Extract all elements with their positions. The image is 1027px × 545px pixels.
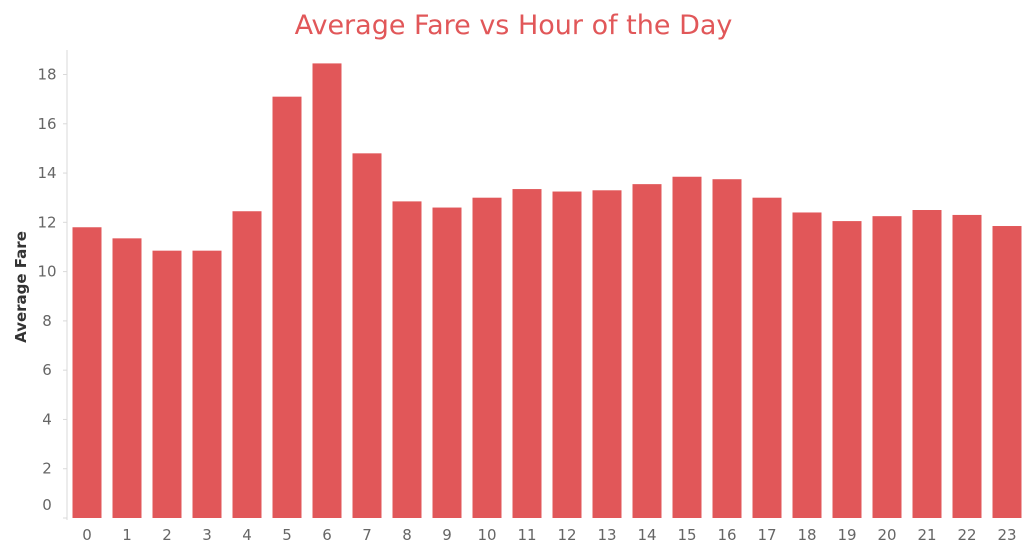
bar-hour-6 xyxy=(312,63,342,518)
bar-hour-8 xyxy=(392,201,422,518)
bar-hour-18 xyxy=(792,212,822,518)
x-tick-label: 16 xyxy=(717,526,736,544)
bars-layer xyxy=(72,63,1022,519)
x-tick-label: 6 xyxy=(322,526,332,544)
y-tick-label: 16 xyxy=(37,115,56,133)
bar-hour-23 xyxy=(992,226,1022,519)
y-tick-label: 14 xyxy=(37,164,56,182)
bar-hour-17 xyxy=(752,197,782,518)
x-tick-label: 7 xyxy=(362,526,372,544)
bar-hour-2 xyxy=(152,250,182,518)
axes-layer xyxy=(63,50,68,520)
x-tick-label: 4 xyxy=(242,526,252,544)
x-tick-label: 9 xyxy=(442,526,452,544)
x-tick-label: 3 xyxy=(202,526,212,544)
y-tick-label: 10 xyxy=(37,263,56,281)
bar-hour-14 xyxy=(632,184,662,519)
bar-hour-16 xyxy=(712,179,742,518)
bar-hour-7 xyxy=(352,153,382,518)
y-tick-label: 4 xyxy=(42,410,52,428)
x-tick-label: 18 xyxy=(797,526,816,544)
x-tick-label: 0 xyxy=(82,526,92,544)
x-tick-label: 20 xyxy=(877,526,896,544)
x-tick-label: 5 xyxy=(282,526,292,544)
bar-hour-13 xyxy=(592,190,622,519)
y-tick-label: 8 xyxy=(42,312,52,330)
y-tick-label: 0 xyxy=(42,496,52,514)
x-tick-label: 22 xyxy=(957,526,976,544)
x-tick-label: 15 xyxy=(677,526,696,544)
x-tick-label: 11 xyxy=(517,526,536,544)
y-tick-label: 12 xyxy=(37,213,56,231)
bar-hour-0 xyxy=(72,227,102,518)
x-tick-label: 14 xyxy=(637,526,656,544)
bar-hour-9 xyxy=(432,207,462,518)
x-tick-label: 23 xyxy=(997,526,1016,544)
bar-hour-1 xyxy=(112,238,142,518)
x-tick-label: 2 xyxy=(162,526,172,544)
bar-hour-11 xyxy=(512,189,542,518)
bar-hour-19 xyxy=(832,221,862,518)
x-tick-label: 12 xyxy=(557,526,576,544)
x-tick-label: 1 xyxy=(122,526,132,544)
chart-title: Average Fare vs Hour of the Day xyxy=(294,10,733,41)
bar-hour-4 xyxy=(232,211,262,519)
bar-hour-3 xyxy=(192,250,222,518)
bar-hour-22 xyxy=(952,214,982,518)
bar-hour-5 xyxy=(272,96,302,518)
bar-hour-12 xyxy=(552,191,582,518)
x-tick-label: 10 xyxy=(477,526,496,544)
bar-hour-21 xyxy=(912,210,942,518)
x-tick-label: 8 xyxy=(402,526,412,544)
x-tick-label: 19 xyxy=(837,526,856,544)
y-axis-title: Average Fare xyxy=(12,231,30,343)
x-tick-label: 21 xyxy=(917,526,936,544)
bar-hour-15 xyxy=(672,176,702,518)
x-tick-label: 17 xyxy=(757,526,776,544)
bar-hour-20 xyxy=(872,216,902,518)
y-tick-label: 18 xyxy=(37,65,56,83)
y-tick-label: 2 xyxy=(42,460,52,478)
x-tick-label: 13 xyxy=(597,526,616,544)
bar-hour-10 xyxy=(472,197,502,518)
y-tick-label: 6 xyxy=(42,361,52,379)
